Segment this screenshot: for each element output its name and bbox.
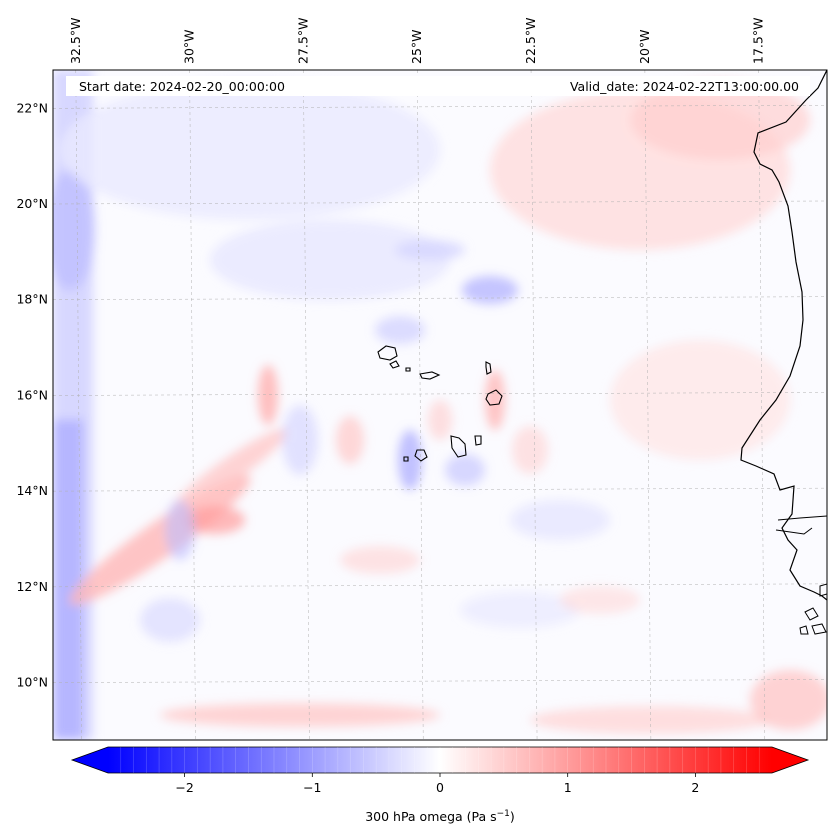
island-fogo [414,449,428,462]
africa-coastline [740,70,827,601]
lon-gridline [303,69,310,741]
island-santo-antao [377,345,398,361]
colorbar-tick-label: 2 [691,780,699,795]
colorbar-tick-label: −2 [175,780,193,795]
lon-tick-label: 17.5°W [751,18,766,64]
lat-tick-label: 10°N [16,675,48,690]
island-sal [485,361,492,375]
map-panel: Start date: 2024-02-20_00:00:00 Valid_da… [16,18,828,741]
lat-tick-label: 22°N [16,100,48,115]
island-maio [474,435,482,446]
island-santiago [450,435,467,458]
lon-gridline [189,69,196,741]
lat-tick-label: 14°N [16,483,48,498]
colorbar-label: 300 hPa omega (Pa s−1) [365,809,515,824]
gambia-river-shore [775,515,827,535]
island-santa-luzia [405,367,411,372]
cape-verde-islands [377,345,503,462]
colorbar: −2 −1 0 1 2 300 hPa omega (Pa s−1) [70,746,810,824]
colorbar-ticks: −2 −1 0 1 2 [120,747,760,795]
longitude-tick-labels: 32.5°W 30°W 27.5°W 25°W 22.5°W 20°W 17.5°W [68,18,766,64]
bissagos-islands [799,583,827,635]
lon-gridline [416,69,424,741]
colorbar-tick-label: 0 [436,780,444,795]
lon-gridline [644,69,652,741]
lat-tick-label: 12°N [16,579,48,594]
island-sao-vicente [389,360,400,369]
lat-tick-label: 16°N [16,387,48,402]
lon-gridline [530,69,538,741]
colorbar-tick-label: −1 [303,780,321,795]
colorbar-extend-max [772,747,808,773]
start-date-text: Start date: 2024-02-20_00:00:00 [79,79,285,94]
lon-gridline [75,69,83,741]
latitude-tick-labels: 22°N 20°N 18°N 16°N 14°N 12°N 10°N [16,100,48,689]
lat-tick-label: 18°N [16,292,48,307]
lon-tick-label: 22.5°W [523,18,538,64]
lon-gridline [758,69,765,741]
colorbar-tick-label: 1 [564,780,572,795]
lon-tick-label: 27.5°W [295,18,310,64]
colorbar-gradient [108,747,772,773]
gridlines [52,69,828,741]
lon-tick-label: 30°W [182,29,197,64]
island-sao-nicolau [419,371,441,380]
valid-date-text: Valid_date: 2024-02-22T13:00:00.00 [570,79,799,94]
island-brava [403,456,409,462]
lon-tick-label: 20°W [637,29,652,64]
lon-tick-label: 25°W [409,29,424,64]
colorbar-outline [70,746,810,774]
colorbar-extend-min [72,747,108,773]
omega-field [53,70,827,740]
lon-tick-label: 32.5°W [68,18,83,64]
coastline [377,70,827,635]
header-bar [66,76,810,96]
lat-tick-label: 20°N [16,196,48,211]
island-boa-vista [485,389,503,406]
map-frame [52,69,828,741]
